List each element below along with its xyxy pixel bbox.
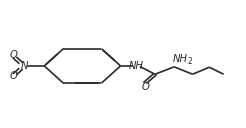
Text: NH: NH bbox=[173, 54, 188, 64]
Text: 2: 2 bbox=[187, 57, 192, 66]
Text: NH: NH bbox=[128, 61, 143, 71]
Text: O: O bbox=[141, 82, 149, 92]
Text: N: N bbox=[20, 61, 28, 71]
Text: O: O bbox=[10, 71, 18, 81]
Text: O: O bbox=[10, 50, 18, 60]
